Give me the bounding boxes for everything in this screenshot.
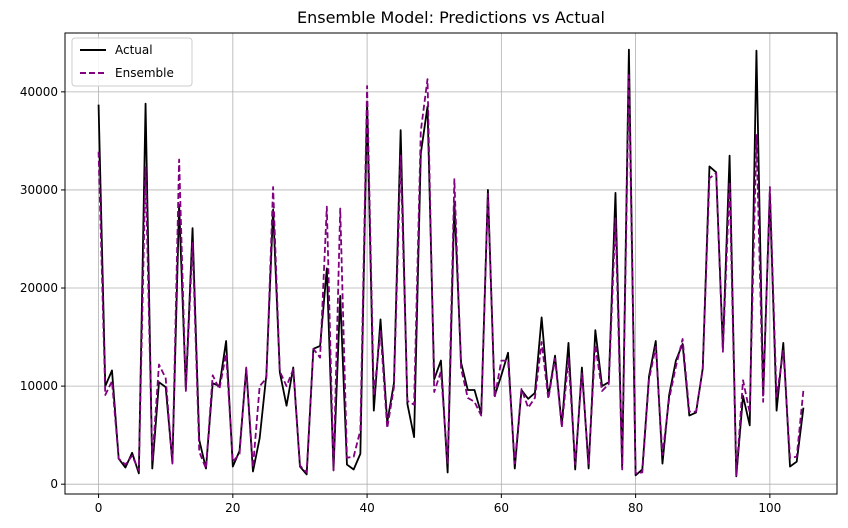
y-tick-label: 0 <box>50 477 58 491</box>
legend-label-ensemble: Ensemble <box>115 66 174 80</box>
plot-frame <box>64 32 838 495</box>
x-tick-label: 20 <box>225 501 240 515</box>
y-tick-label: 30000 <box>20 183 58 197</box>
x-tick-label: 40 <box>359 501 374 515</box>
legend: Actual Ensemble <box>71 37 193 87</box>
y-tick-label: 10000 <box>20 379 58 393</box>
legend-label-actual: Actual <box>115 43 153 57</box>
x-tick-label: 80 <box>628 501 643 515</box>
x-tick-label: 100 <box>758 501 781 515</box>
series-line-actual <box>97 48 805 478</box>
x-axis: 0 20 40 60 80 100 <box>95 494 781 515</box>
y-tick-label: 20000 <box>20 281 58 295</box>
x-tick-label: 60 <box>494 501 509 515</box>
chart-title: Ensemble Model: Predictions vs Actual <box>297 8 605 27</box>
series-line-ensemble <box>97 74 805 477</box>
y-axis: 0 10000 20000 30000 40000 <box>20 85 65 491</box>
x-tick-label: 0 <box>95 501 103 515</box>
series-layer <box>97 48 805 478</box>
y-tick-label: 40000 <box>20 85 58 99</box>
